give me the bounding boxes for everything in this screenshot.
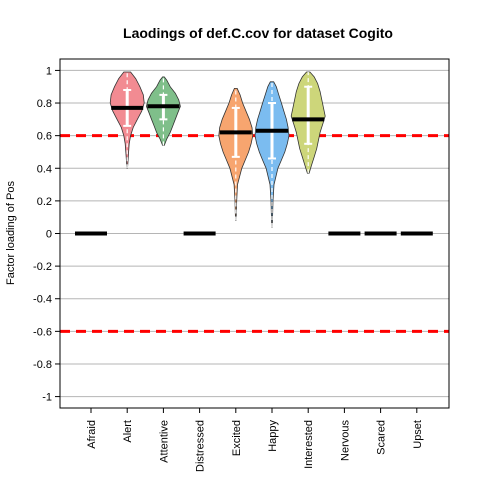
y-tick-label: -1 — [42, 392, 52, 404]
x-tick-label: Scared — [376, 420, 388, 455]
y-tick-label: -0.2 — [33, 261, 52, 273]
x-tick-label: Nervous — [339, 420, 351, 461]
y-axis-label: Factor loading of Pos — [5, 181, 17, 285]
violin-interested — [290, 71, 326, 174]
y-tick-label: 0.4 — [37, 163, 52, 175]
y-tick-label: 0 — [46, 229, 52, 241]
x-tick-label: Interested — [303, 420, 315, 469]
y-tick-label: 0.8 — [37, 98, 52, 110]
y-tick-label: -0.8 — [33, 359, 52, 371]
x-tick-label: Afraid — [86, 420, 98, 449]
violin-happy — [254, 81, 290, 228]
x-tick-label: Excited — [231, 420, 243, 456]
x-tick-label: Happy — [267, 420, 279, 452]
median-bars — [75, 104, 433, 236]
x-tick-label: Distressed — [195, 420, 207, 472]
y-tick-label: -0.6 — [33, 326, 52, 338]
chart-title: Laodings of def.C.cov for dataset Cogito — [123, 25, 393, 41]
y-axis: 1 0.8 0.6 0.4 0.2 0 -0.2 -0.4 -0.6 -0.8 -1 — [33, 65, 60, 404]
x-tick-label: Upset — [412, 420, 424, 449]
y-tick-label: 1 — [46, 65, 52, 77]
violins — [109, 71, 326, 228]
x-tick-label: Attentive — [158, 420, 170, 463]
y-tick-label: 0.2 — [37, 196, 52, 208]
x-axis: Afraid Alert Attentive Distressed Excited Hap… — [86, 408, 424, 472]
x-tick-label: Alert — [122, 420, 134, 443]
violin-alert — [109, 71, 145, 169]
y-tick-label: 0.6 — [37, 131, 52, 143]
y-tick-label: -0.4 — [33, 294, 52, 306]
